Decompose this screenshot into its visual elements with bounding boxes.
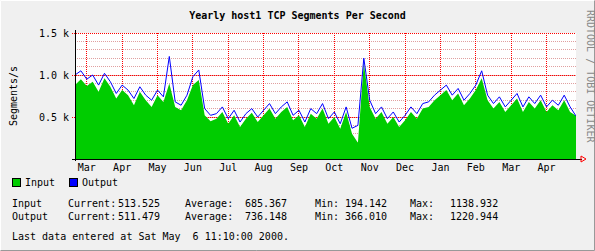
- legend-label: Output: [82, 177, 118, 188]
- chart: Yearly host1 TCP Segments Per Second RRDT…: [0, 0, 595, 251]
- x-tick-label: May: [148, 162, 166, 173]
- bevel: [1, 1, 595, 251]
- title: Yearly host1 TCP Segments Per Second: [189, 10, 406, 21]
- grid-line: [72, 75, 576, 76]
- stat-value: 366.010: [345, 211, 387, 222]
- stat-header: Min:: [315, 198, 339, 209]
- x-tick-label: Mar: [502, 162, 520, 173]
- minor-grid-line: [75, 91, 576, 92]
- stat-value: 685.367: [245, 198, 287, 209]
- x-tick-label: Sep: [290, 162, 308, 173]
- x-tick-label: Apr: [537, 162, 555, 173]
- stat-value: 1220.944: [450, 211, 498, 222]
- line: [75, 56, 576, 128]
- stat-value: 1138.932: [450, 198, 498, 209]
- stat-value: 511.479: [118, 211, 160, 222]
- footer: Last data entered at Sat May 6 11:10:00 …: [12, 231, 289, 242]
- stat-header: Average:: [185, 198, 233, 209]
- minor-grid-line: [75, 66, 576, 67]
- legend-swatch: [70, 179, 78, 187]
- x-tick-label: Dec: [396, 162, 414, 173]
- minor-grid-line: [75, 83, 576, 84]
- stat-value: 736.148: [245, 211, 287, 222]
- legend-label: Input: [25, 177, 55, 188]
- y-tick-label: 1.0 k: [39, 70, 69, 81]
- background: [0, 0, 595, 251]
- stat-row-name: Input: [12, 198, 42, 209]
- minor-grid-line: [75, 58, 576, 59]
- x-tick-label: Aug: [255, 162, 273, 173]
- side-text: RRDTOOL / TOBI OETIKER: [585, 10, 595, 143]
- x-tick-label: Jan: [431, 162, 449, 173]
- stat-header: Current:: [68, 198, 116, 209]
- x-tick-label: Oct: [325, 162, 343, 173]
- minor-grid-line: [75, 41, 576, 42]
- y-tick-label: 1.5 k: [39, 28, 69, 39]
- legend-swatch: [13, 179, 21, 187]
- stat-value: 194.142: [345, 198, 387, 209]
- stat-header: Min:: [315, 211, 339, 222]
- y-tick-label: 0.5 k: [39, 112, 69, 123]
- y-axis-label: Segments/s: [8, 66, 19, 126]
- stat-value: 513.525: [118, 198, 160, 209]
- stat-header: Current:: [68, 211, 116, 222]
- x-tick-label: Nov: [361, 162, 379, 173]
- stat-row-name: Output: [12, 211, 48, 222]
- x-tick-label: Apr: [113, 162, 131, 173]
- stat-header: Max:: [410, 198, 434, 209]
- minor-grid-line: [75, 49, 576, 50]
- plot-area: [75, 33, 576, 159]
- grid-line: [72, 33, 576, 34]
- x-tick-label: Jun: [184, 162, 202, 173]
- axis-arrow: [581, 156, 586, 162]
- data-group: [75, 56, 576, 159]
- x-tick-label: Feb: [467, 162, 485, 173]
- bevel: [1, 1, 595, 251]
- stat-header: Max:: [410, 211, 434, 222]
- stat-header: Average:: [185, 211, 233, 222]
- x-tick-label: Jul: [219, 162, 237, 173]
- x-axis: [72, 159, 582, 160]
- x-tick-label: Mar: [78, 162, 96, 173]
- y-axis: [75, 30, 76, 161]
